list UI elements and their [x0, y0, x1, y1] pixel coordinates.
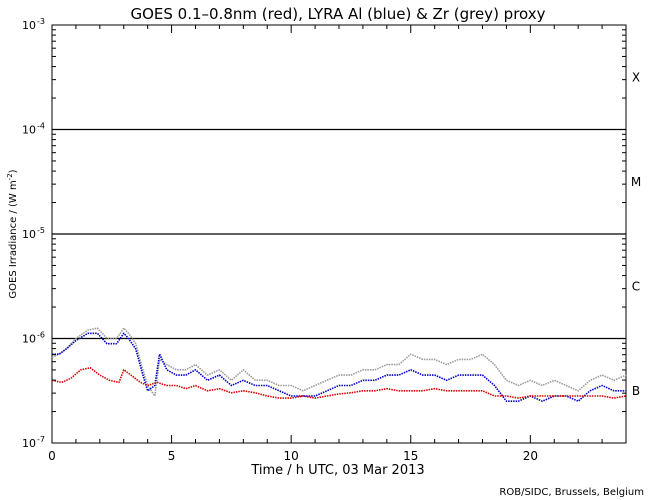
flare-class-lines	[52, 128, 626, 340]
y-tick-label: 10	[22, 19, 36, 32]
x-tick-label: 0	[48, 449, 56, 463]
y-axis-label: GOES Irradiance / (W m-2)	[6, 169, 19, 298]
y-tick-label: 10	[22, 228, 36, 241]
x-tick-label: 10	[284, 449, 299, 463]
series-line-0	[51, 327, 627, 397]
y-axis-label-end: )	[8, 169, 19, 173]
y-tick-label: 10	[22, 437, 36, 450]
y-tick-exponent: -7	[37, 435, 45, 444]
y-tick-label: 10	[22, 333, 36, 346]
y-axis-label-main: GOES Irradiance / (W m	[8, 180, 19, 298]
credit-text: ROB/SIDC, Brussels, Belgium	[499, 487, 644, 498]
flare-class-labels: B C M X	[631, 70, 641, 398]
flare-class-label: C	[632, 279, 640, 293]
y-tick-label: 10	[22, 124, 36, 137]
x-tick-label: 20	[523, 449, 538, 463]
chart-title: GOES 0.1–0.8nm (red), LYRA Al (blue) & Z…	[130, 5, 545, 23]
x-tick-label: 15	[403, 449, 418, 463]
series-line-2	[51, 366, 627, 399]
y-axis: 10-710-610-510-410-3	[22, 17, 626, 450]
data-series	[51, 327, 627, 403]
x-axis-label: Time / h UTC, 03 Mar 2013	[250, 463, 424, 478]
y-tick-exponent: -6	[37, 331, 45, 340]
x-tick-label: 5	[168, 449, 176, 463]
y-tick-exponent: -4	[37, 122, 45, 131]
y-tick-exponent: -5	[37, 226, 45, 235]
series-line-1	[52, 332, 626, 403]
y-tick-exponent: -3	[37, 17, 45, 26]
y-axis-label-sup: -2	[6, 173, 14, 180]
x-axis: 0 5 10 15 20	[48, 25, 627, 463]
flare-class-label: B	[632, 384, 640, 398]
flare-class-label: X	[632, 70, 640, 84]
flare-class-label: M	[631, 175, 641, 189]
